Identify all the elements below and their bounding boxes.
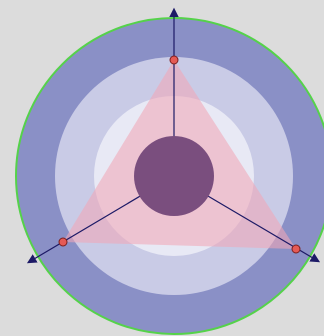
vertex-right: [291, 244, 301, 254]
center-disk: [134, 136, 214, 216]
vertex-top: [169, 55, 179, 65]
vertex-left: [58, 237, 68, 247]
